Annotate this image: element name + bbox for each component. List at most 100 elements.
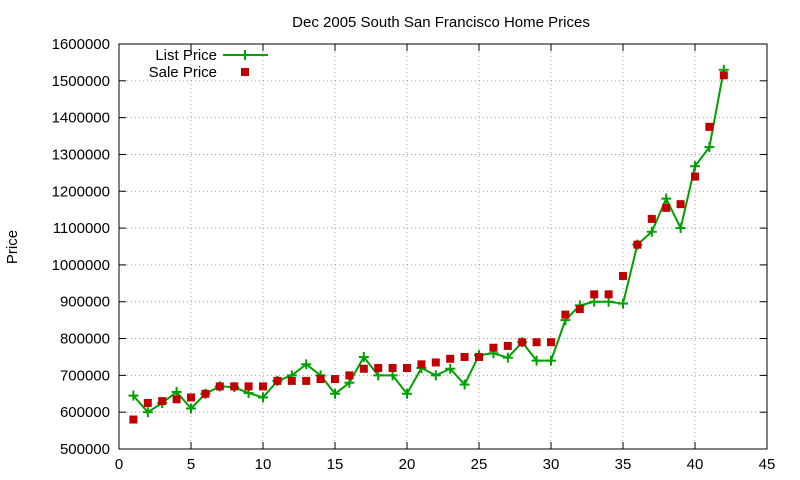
list-price-point	[186, 403, 196, 414]
x-tick-label: 40	[687, 456, 704, 473]
sale-price-point	[532, 338, 541, 347]
sale-price-point	[633, 240, 642, 249]
sale-price-point	[158, 397, 167, 406]
sale-price-point	[403, 364, 411, 372]
sale-price-point	[374, 364, 383, 372]
x-tick-label: 30	[543, 456, 560, 473]
y-tick-label: 1300000	[52, 146, 110, 163]
y-tick-label: 700000	[60, 367, 110, 384]
y-tick-label: 1100000	[53, 220, 110, 237]
y-tick-label: 1000000	[52, 257, 110, 274]
y-tick-label: 1500000	[52, 73, 110, 90]
list-price-point	[445, 363, 456, 374]
sale-price-point	[547, 338, 555, 347]
sale-price-point	[431, 358, 440, 367]
sale-price-point	[359, 364, 368, 373]
list-price-point	[603, 296, 614, 307]
y-tick-label: 800000	[60, 331, 110, 348]
y-tick-label: 1400000	[52, 110, 110, 127]
legend-label-sale-price: Sale Price	[149, 64, 217, 81]
sale-price-point	[518, 338, 527, 347]
sale-price-point	[172, 395, 181, 404]
list-price-point	[704, 142, 715, 153]
sale-price-point	[316, 375, 325, 384]
list-price-point	[301, 359, 312, 370]
list-price-point	[344, 377, 355, 388]
list-price-point	[171, 386, 182, 397]
legend-label-list-price: List Price	[155, 47, 217, 64]
sale-price-point	[201, 389, 210, 398]
sale-price-point	[691, 172, 699, 181]
list-price-point	[661, 193, 672, 204]
sale-price-point	[475, 352, 483, 361]
list-price-point	[690, 161, 700, 172]
x-tick-label: 45	[759, 456, 776, 473]
sale-price-point	[561, 310, 570, 319]
sale-price-point	[676, 200, 685, 209]
x-tick-label: 0	[115, 456, 123, 473]
list-price-point	[546, 355, 556, 366]
sale-price-point	[273, 376, 282, 385]
list-price-point	[128, 390, 139, 401]
legend-square	[241, 68, 249, 76]
x-tick-label: 15	[327, 456, 344, 473]
sale-price-point	[590, 290, 599, 299]
sale-price-point	[604, 290, 613, 299]
sale-price-point	[460, 352, 469, 361]
legend-swatch-sale-price	[241, 68, 249, 76]
series-layer	[128, 64, 729, 424]
sale-price-point	[331, 375, 339, 384]
list-price-point	[502, 352, 513, 363]
y-tick-label: 900000	[60, 294, 110, 311]
x-tick-labels: 0 5 10 15 20 25 30 35 40 45	[115, 456, 776, 473]
sale-price-point	[503, 341, 512, 350]
sale-price-point	[619, 271, 627, 280]
sale-price-point	[662, 203, 671, 212]
sale-price-point	[230, 382, 239, 391]
x-tick-label: 5	[187, 456, 195, 473]
y-tick-label: 1600000	[52, 36, 110, 53]
sale-price-point	[215, 382, 224, 391]
legend: List Price Sale Price	[149, 47, 268, 81]
sale-price-point	[187, 393, 195, 402]
list-price-point	[646, 226, 657, 237]
y-tick-label: 500000	[60, 441, 110, 458]
list-price-point	[589, 296, 600, 307]
list-price-point	[402, 388, 412, 399]
sale-price-point	[575, 305, 584, 314]
x-tick-label: 35	[615, 456, 632, 473]
sale-price-point	[719, 71, 728, 80]
sale-price-point	[417, 360, 426, 369]
sale-price-point	[143, 398, 152, 407]
sale-price-point	[345, 371, 354, 380]
list-price-point	[531, 355, 542, 366]
list-price-point	[430, 370, 441, 381]
list-price-point	[258, 392, 268, 403]
y-tick-labels: 500000 600000 700000 800000 900000 1000000 110…	[52, 36, 110, 458]
sale-price-point	[705, 122, 714, 131]
sale-price-point	[302, 376, 311, 385]
chart-title: Dec 2005 South San Francisco Home Prices	[292, 14, 590, 31]
list-price-point	[373, 370, 384, 381]
series-sale-price	[129, 71, 728, 424]
x-tick-label: 20	[399, 456, 416, 473]
legend-plus	[240, 50, 250, 60]
list-price-point	[675, 223, 686, 234]
sale-price-point	[244, 382, 253, 391]
sale-price-point	[259, 382, 267, 391]
sale-price-point	[489, 343, 498, 352]
y-tick-label: 1200000	[52, 183, 110, 200]
y-tick-label: 600000	[60, 404, 110, 421]
sale-price-point	[446, 354, 455, 363]
sale-price-point	[129, 415, 138, 424]
list-price-point	[618, 298, 628, 309]
legend-swatch-list-price	[223, 50, 268, 60]
x-tick-label: 25	[471, 456, 488, 473]
y-axis-label: Price	[4, 230, 21, 264]
axes	[118, 43, 768, 450]
list-price-point	[459, 379, 470, 390]
x-tick-label: 10	[255, 456, 272, 473]
sale-price-point	[647, 214, 656, 223]
plot-frame	[118, 43, 768, 450]
